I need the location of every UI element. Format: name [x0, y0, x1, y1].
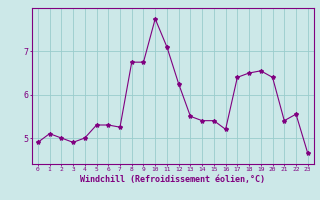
- X-axis label: Windchill (Refroidissement éolien,°C): Windchill (Refroidissement éolien,°C): [80, 175, 265, 184]
